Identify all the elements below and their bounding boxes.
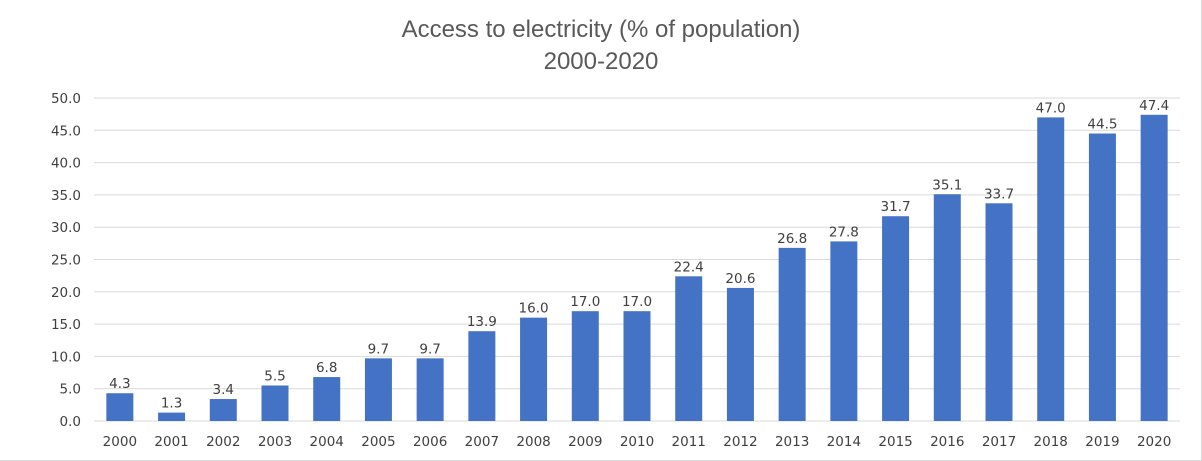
- bars: [106, 114, 1168, 422]
- x-tick-label-2007: 2007: [465, 434, 499, 450]
- bar-2003: [261, 385, 289, 421]
- x-tick-label-2019: 2019: [1085, 434, 1119, 450]
- data-label-2015: 31.7: [881, 199, 911, 215]
- data-label-2018: 47.0: [1036, 100, 1066, 116]
- data-label-2017: 33.7: [984, 186, 1014, 202]
- bar-2018: [1037, 117, 1065, 421]
- data-label-2005: 9.7: [368, 341, 389, 357]
- bar-2009: [571, 311, 599, 421]
- bar-2016: [933, 194, 961, 421]
- y-tick-label: 50.0: [51, 91, 81, 107]
- y-tick-label: 30.0: [51, 220, 81, 236]
- bar-2007: [468, 331, 496, 421]
- bar-2010: [623, 311, 651, 421]
- bar-2005: [364, 358, 392, 421]
- chart-title: Access to electricity (% of population): [401, 16, 801, 43]
- data-label-2011: 22.4: [674, 259, 704, 275]
- data-label-2001: 1.3: [161, 396, 182, 412]
- x-tick-label-2018: 2018: [1034, 434, 1068, 450]
- x-tick-label-2006: 2006: [413, 434, 447, 450]
- y-tick-label: 40.0: [51, 156, 81, 172]
- bar-2008: [520, 317, 548, 421]
- data-label-2003: 5.5: [264, 368, 285, 384]
- bar-2011: [675, 276, 703, 421]
- bar-2015: [882, 216, 910, 421]
- bar-2002: [209, 399, 237, 421]
- bar-2001: [158, 412, 186, 421]
- data-label-2007: 13.9: [467, 314, 497, 330]
- data-label-2002: 3.4: [213, 382, 234, 398]
- bar-2013: [778, 247, 806, 421]
- data-label-2013: 26.8: [777, 231, 807, 247]
- x-tick-label-2013: 2013: [775, 434, 809, 450]
- x-axis-ticks: 2000 2001 2002 2003 2004 2005 2006 2007 2008 2009…: [103, 434, 1172, 450]
- bar-2014: [830, 241, 858, 421]
- data-label-2016: 35.1: [932, 177, 962, 193]
- x-tick-label-2004: 2004: [310, 434, 344, 450]
- data-label-2009: 17.0: [570, 294, 600, 310]
- bar-2000: [106, 393, 134, 421]
- bar-2017: [985, 203, 1013, 421]
- x-tick-label-2016: 2016: [930, 434, 964, 450]
- x-tick-label-2001: 2001: [154, 434, 188, 450]
- x-tick-label-2011: 2011: [672, 434, 706, 450]
- y-axis-ticks: 0.0 5.0 10.0 15.0 20.0 25.0 30.0 35.0 40.0 45.0 50…: [51, 91, 81, 430]
- chart-subtitle: 2000-2020: [543, 48, 659, 75]
- chart-title-block: Access to electricity (% of population) …: [0, 14, 1202, 78]
- x-tick-label-2002: 2002: [206, 434, 240, 450]
- x-tick-label-2000: 2000: [103, 434, 137, 450]
- data-label-2012: 20.6: [725, 271, 755, 287]
- data-label-2000: 4.3: [109, 376, 130, 392]
- x-tick-label-2015: 2015: [878, 434, 912, 450]
- data-labels: 4.3 1.3 3.4 5.5 6.8 9.7 9.7 13.9 16.0 17.0 17.0 22.…: [109, 98, 1169, 412]
- y-tick-label: 25.0: [51, 253, 81, 269]
- data-label-2020: 47.4: [1139, 98, 1169, 114]
- bar-2004: [313, 377, 341, 421]
- data-label-2019: 44.5: [1087, 117, 1117, 133]
- data-label-2008: 16.0: [519, 301, 549, 317]
- y-tick-label: 35.0: [51, 188, 81, 204]
- y-tick-label: 5.0: [60, 382, 81, 398]
- x-tick-label-2010: 2010: [620, 434, 654, 450]
- data-label-2014: 27.8: [829, 224, 859, 240]
- bar-2012: [726, 287, 754, 421]
- y-tick-label: 10.0: [51, 349, 81, 365]
- x-tick-label-2005: 2005: [361, 434, 395, 450]
- bar-2019: [1088, 133, 1116, 421]
- x-tick-label-2012: 2012: [723, 434, 757, 450]
- x-tick-label-2009: 2009: [568, 434, 602, 450]
- data-label-2010: 17.0: [622, 294, 652, 310]
- y-tick-label: 20.0: [51, 285, 81, 301]
- y-tick-label: 45.0: [51, 123, 81, 139]
- y-tick-label: 15.0: [51, 317, 81, 333]
- y-tick-label: 0.0: [60, 414, 81, 430]
- data-label-2006: 9.7: [419, 341, 440, 357]
- x-tick-label-2020: 2020: [1137, 434, 1171, 450]
- data-label-2004: 6.8: [316, 360, 337, 376]
- x-tick-label-2017: 2017: [982, 434, 1016, 450]
- x-tick-label-2008: 2008: [516, 434, 550, 450]
- x-tick-label-2003: 2003: [258, 434, 292, 450]
- x-tick-label-2014: 2014: [827, 434, 861, 450]
- bar-2020: [1140, 114, 1168, 422]
- bar-2006: [416, 358, 444, 421]
